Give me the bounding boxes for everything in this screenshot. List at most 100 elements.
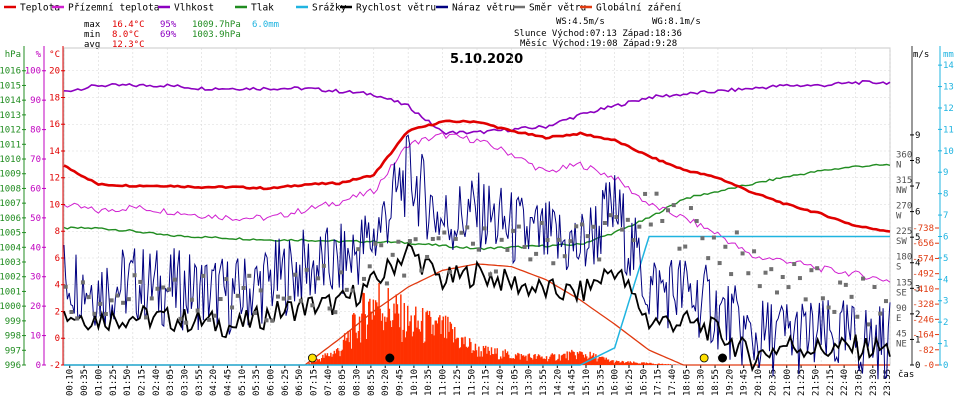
- wg-value: WG:8.1m/s: [652, 17, 701, 27]
- axis-tick-label: 30: [30, 273, 41, 283]
- wind-direction-point: [333, 310, 337, 314]
- legend-entry: Tlak: [251, 3, 274, 14]
- mm-tick-label: 8: [943, 190, 948, 200]
- time-tick-label: 17:15: [654, 369, 664, 396]
- wind-direction-point: [511, 229, 515, 233]
- wind-direction-point: [878, 312, 882, 316]
- axis-tick-label: 1001: [0, 287, 21, 297]
- axis-tick-label: 80: [30, 126, 41, 136]
- wind-direction-point: [792, 262, 796, 266]
- dir-tick-label: SW: [896, 237, 907, 247]
- time-tick-label: 19:20: [725, 369, 735, 396]
- wind-direction-point: [230, 305, 234, 309]
- wind-direction-point: [247, 274, 251, 278]
- ms-tick-label: 9: [915, 131, 920, 141]
- wind-direction-point: [534, 252, 538, 256]
- wind-direction-point: [712, 236, 716, 240]
- wind-direction-point: [155, 287, 159, 291]
- axis-tick-label: 20: [49, 67, 60, 77]
- wind-direction-point: [110, 298, 114, 302]
- time-tick-label: 02:15: [137, 369, 147, 396]
- time-tick-label: 13:55: [539, 369, 549, 396]
- wind-direction-point: [69, 310, 73, 314]
- wind-direction-point: [219, 297, 223, 301]
- wind-direction-point: [672, 203, 676, 207]
- axis-unit: čas: [898, 369, 914, 380]
- dir-tick-degree: 225: [896, 227, 912, 237]
- time-tick-label: 13:30: [525, 369, 535, 396]
- rad-tick-label: -574: [912, 254, 934, 264]
- wind-direction-point: [804, 297, 808, 301]
- wind-direction-point: [758, 284, 762, 288]
- wind-direction-point: [92, 312, 96, 316]
- rad-tick-label: -246: [912, 315, 934, 325]
- ms-tick-label: 6: [915, 208, 920, 218]
- wind-direction-point: [643, 192, 647, 196]
- wind-direction-point: [517, 225, 521, 229]
- wind-direction-point: [591, 225, 595, 229]
- stats-block: max 16.4°C 95% 1009.7hPa 6.0mm min 8.0°C…: [84, 17, 701, 50]
- wind-direction-point: [379, 243, 383, 247]
- wind-direction-point: [723, 245, 727, 249]
- mm-tick-label: 12: [943, 104, 954, 114]
- time-tick-label: 11:00: [439, 369, 449, 396]
- time-tick-label: 16:00: [611, 369, 621, 396]
- wind-direction-point: [523, 245, 527, 249]
- axis-tick-label: 1015: [0, 81, 21, 91]
- wind-direction-point: [729, 272, 733, 276]
- hum-min: 69%: [160, 30, 177, 40]
- mm-tick-label: 7: [943, 211, 948, 221]
- wind-direction-point: [609, 213, 613, 217]
- wind-direction-point: [695, 219, 699, 223]
- axis-tick-label: 20: [30, 302, 41, 312]
- ws-value: WS:4.5m/s: [556, 17, 605, 27]
- time-tick-label: 03:55: [195, 369, 205, 396]
- axis-tick-label: 1013: [0, 111, 21, 121]
- sun-times: Slunce Východ:07:13 Západ:18:36: [514, 29, 682, 39]
- wind-direction-point: [781, 275, 785, 279]
- press-max: 1009.7hPa: [192, 20, 241, 30]
- axis-tick-label: 16: [49, 120, 60, 130]
- wind-direction-point: [855, 315, 859, 319]
- wind-direction-point: [402, 274, 406, 278]
- wind-direction-point: [861, 277, 865, 281]
- wind-direction-point: [689, 206, 693, 210]
- wind-direction-point: [546, 238, 550, 242]
- wind-direction-point: [224, 277, 228, 281]
- ms-tick-label: 7: [915, 182, 920, 192]
- chart-title: 5.10.2020: [450, 52, 523, 67]
- axis-tick-label: 1014: [0, 96, 21, 106]
- axis-tick-label: 998: [5, 332, 21, 342]
- temp-max: 16.4°C: [112, 20, 145, 30]
- wind-direction-point: [815, 266, 819, 270]
- wind-direction-point: [454, 237, 458, 241]
- axis-tick-label: 1008: [0, 184, 21, 194]
- axis-tick-label: 4: [55, 281, 60, 291]
- time-tick-label: 00:35: [80, 369, 90, 396]
- axis-tick-label: 996: [5, 361, 21, 371]
- wind-direction-point: [597, 257, 601, 261]
- temp-min: 8.0°C: [112, 30, 139, 40]
- dir-tick-label: SE: [896, 288, 907, 298]
- wind-direction-point: [574, 224, 578, 228]
- rad-tick-label: -738: [912, 224, 934, 234]
- dir-tick-label: W: [896, 212, 902, 222]
- time-tick-label: 14:20: [553, 369, 563, 396]
- axis-tick-label: 1006: [0, 214, 21, 224]
- time-tick-label: 04:20: [209, 369, 219, 396]
- axis-tick-label: 0: [55, 334, 60, 344]
- rain-total: 6.0mm: [252, 20, 279, 30]
- wind-direction-point: [144, 315, 148, 319]
- time-tick-label: 23:30: [869, 369, 879, 396]
- wind-direction-point: [167, 287, 171, 291]
- dir-tick-label: NW: [896, 186, 907, 196]
- wind-direction-point: [683, 245, 687, 249]
- wind-direction-point: [471, 242, 475, 246]
- wind-direction-point: [362, 277, 366, 281]
- time-tick-label: 03:30: [180, 369, 190, 396]
- time-tick-label: 12:15: [482, 369, 492, 396]
- wind-direction-point: [655, 192, 659, 196]
